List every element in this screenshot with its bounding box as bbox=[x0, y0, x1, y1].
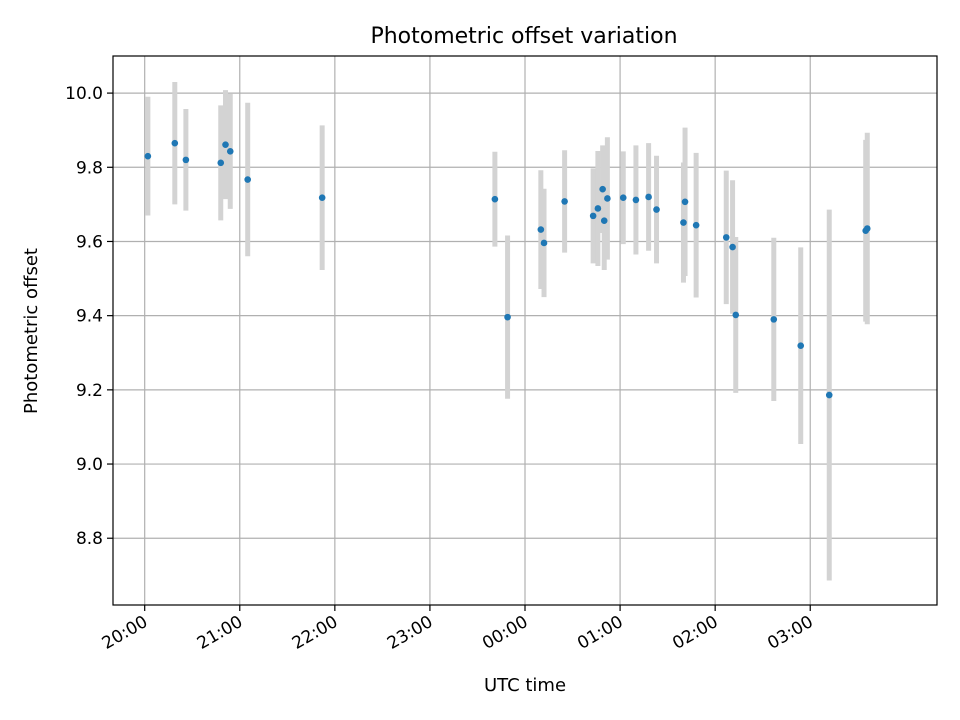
data-point bbox=[722, 234, 730, 241]
data-point bbox=[863, 225, 871, 232]
data-point bbox=[244, 176, 251, 183]
data-point bbox=[540, 239, 548, 247]
data-point bbox=[222, 141, 229, 148]
grid bbox=[113, 56, 937, 605]
data-point bbox=[144, 152, 152, 160]
data-point bbox=[632, 196, 640, 204]
y-axis-label: Photometric offset bbox=[21, 248, 42, 414]
data-point bbox=[561, 198, 568, 205]
data-point bbox=[681, 198, 689, 206]
y-tick-label: 8.8 bbox=[76, 529, 103, 549]
data-point bbox=[825, 391, 833, 399]
x-axis-label: UTC time bbox=[484, 675, 566, 696]
x-tick-label: 02:00 bbox=[669, 612, 721, 654]
data-point bbox=[797, 342, 805, 350]
data-point bbox=[182, 156, 190, 164]
errorbars bbox=[145, 81, 870, 581]
x-tick-label: 01:00 bbox=[574, 612, 626, 654]
data-point bbox=[692, 221, 700, 229]
axis-ticks: 20:00 21:00 22:00 23:00 00:00 01:00 02:00 03:00… bbox=[65, 84, 817, 654]
y-tick-label: 10.0 bbox=[65, 84, 103, 104]
x-tick-label: 00:00 bbox=[479, 612, 531, 654]
y-tick-label: 9.2 bbox=[76, 381, 103, 401]
data-point bbox=[217, 159, 225, 167]
x-tick-label: 21:00 bbox=[194, 612, 246, 654]
data-point bbox=[504, 313, 511, 321]
x-tick-label: 23:00 bbox=[384, 612, 436, 654]
data-point bbox=[318, 194, 326, 202]
data-point bbox=[491, 195, 499, 203]
data-point bbox=[653, 206, 660, 213]
data-point bbox=[537, 226, 545, 233]
data-point bbox=[589, 212, 597, 220]
y-tick-label: 9.4 bbox=[76, 307, 103, 327]
data-point bbox=[729, 243, 736, 251]
data-point bbox=[600, 217, 608, 224]
data-point bbox=[599, 185, 606, 193]
x-tick-label: 03:00 bbox=[764, 612, 816, 654]
x-tick-label: 22:00 bbox=[289, 612, 341, 654]
x-tick-label: 20:00 bbox=[99, 612, 151, 654]
data-point bbox=[680, 219, 687, 226]
data-points bbox=[144, 139, 871, 399]
data-point bbox=[171, 139, 179, 147]
y-tick-label: 9.8 bbox=[76, 158, 103, 178]
data-point bbox=[619, 194, 627, 202]
data-point bbox=[604, 195, 611, 202]
data-point bbox=[226, 148, 234, 155]
data-point bbox=[594, 205, 602, 212]
y-tick-label: 9.6 bbox=[76, 232, 103, 252]
data-point bbox=[732, 311, 740, 319]
data-point bbox=[645, 193, 652, 201]
y-tick-label: 9.0 bbox=[76, 455, 103, 475]
data-point bbox=[770, 316, 778, 323]
chart-title: Photometric offset variation bbox=[370, 24, 677, 49]
